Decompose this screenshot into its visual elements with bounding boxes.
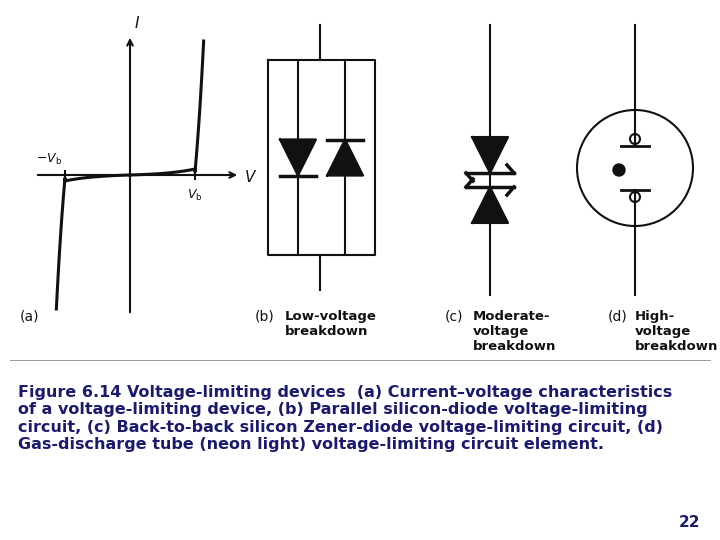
Polygon shape <box>327 139 363 176</box>
Text: (b): (b) <box>255 310 275 324</box>
Polygon shape <box>280 139 316 176</box>
Text: (c): (c) <box>445 310 464 324</box>
Polygon shape <box>472 137 508 173</box>
Text: (a): (a) <box>20 310 40 324</box>
Text: Low-voltage
breakdown: Low-voltage breakdown <box>285 310 377 338</box>
Text: $V_{\mathrm{b}}$: $V_{\mathrm{b}}$ <box>187 188 203 203</box>
Circle shape <box>613 164 625 176</box>
Text: (d): (d) <box>608 310 628 324</box>
Text: Figure 6.14 Voltage-limiting devices  (a) Current–voltage characteristics
of a v: Figure 6.14 Voltage-limiting devices (a)… <box>18 385 672 452</box>
Text: Moderate-
voltage
breakdown: Moderate- voltage breakdown <box>473 310 557 353</box>
Text: $I$: $I$ <box>134 15 140 31</box>
Text: $V$: $V$ <box>244 169 257 185</box>
Text: $-V_{\mathrm{b}}$: $-V_{\mathrm{b}}$ <box>36 152 62 167</box>
Text: High-
voltage
breakdown: High- voltage breakdown <box>635 310 719 353</box>
Polygon shape <box>472 187 508 223</box>
Text: 22: 22 <box>678 515 700 530</box>
